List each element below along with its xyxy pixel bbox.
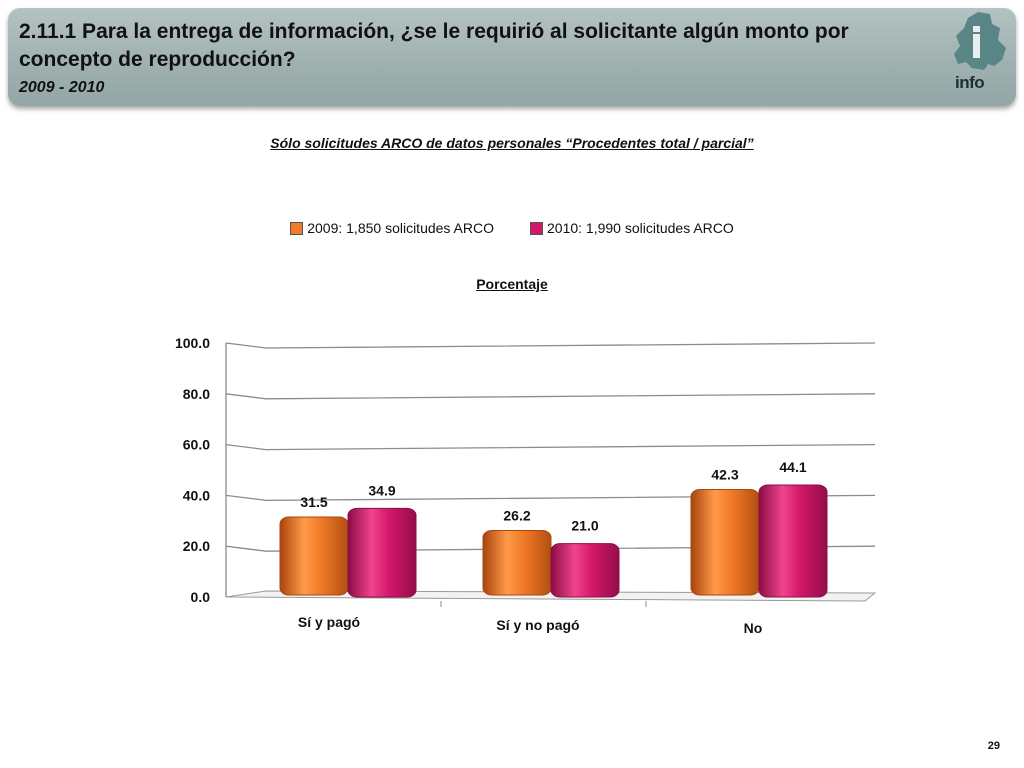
y-tick-label: 20.0 [183, 538, 210, 554]
y-tick-label: 100.0 [175, 335, 210, 351]
gridline [225, 443, 876, 451]
logo-wordmark: info [955, 73, 985, 92]
y-tick-label: 40.0 [183, 487, 210, 503]
header-banner: 2.11.1 Para la entrega de información, ¿… [8, 8, 1016, 106]
bar-2010 [550, 543, 620, 598]
bar-2009 [279, 516, 349, 596]
bar-chart: 0.0 20.0 40.0 60.0 80.0 100.0 31.5 26.2 42.3 34.9… [175, 335, 877, 636]
legend-item-2010: 2010: 1,990 solicitudes ARCO [530, 220, 734, 236]
slide-years: 2009 - 2010 [19, 79, 105, 96]
chart-legend: 2009: 1,850 solicitudes ARCO 2010: 1,990… [0, 220, 1024, 236]
slide-title: 2.11.1 Para la entrega de información, ¿… [19, 20, 849, 71]
infodf-logo-icon [954, 12, 1006, 70]
bar-2010 [758, 484, 828, 598]
x-category-label: Sí y pagó [298, 614, 360, 630]
legend-swatch-2010 [530, 221, 543, 235]
data-label: 21.0 [571, 518, 598, 534]
gridline [225, 494, 876, 502]
bar-2009 [482, 529, 552, 596]
data-label: 44.1 [779, 459, 806, 475]
chart-subtitle: Sólo solicitudes ARCO de datos personale… [270, 135, 754, 151]
gridline [225, 342, 876, 349]
legend-swatch-2009 [290, 221, 304, 235]
legend-label-2010: 2010: 1,990 solicitudes ARCO [547, 220, 734, 236]
data-label: 34.9 [368, 482, 395, 498]
data-label: 31.5 [300, 494, 327, 510]
gridline [225, 393, 876, 400]
data-label: 42.3 [711, 467, 738, 483]
data-label: 26.2 [503, 507, 530, 523]
bar-2009 [690, 489, 760, 596]
y-tick-label: 0.0 [191, 589, 211, 605]
y-tick-label: 80.0 [183, 386, 210, 402]
x-category-label: No [744, 620, 763, 636]
legend-label-2009: 2009: 1,850 solicitudes ARCO [307, 220, 494, 236]
y-tick-label: 60.0 [183, 437, 210, 453]
unit-label: Porcentaje [476, 276, 548, 292]
page-number: 29 [987, 740, 1000, 752]
legend-item-2009: 2009: 1,850 solicitudes ARCO [290, 220, 494, 236]
bar-2010 [347, 507, 417, 598]
x-category-label: Sí y no pagó [496, 617, 579, 633]
gridline [225, 545, 876, 552]
